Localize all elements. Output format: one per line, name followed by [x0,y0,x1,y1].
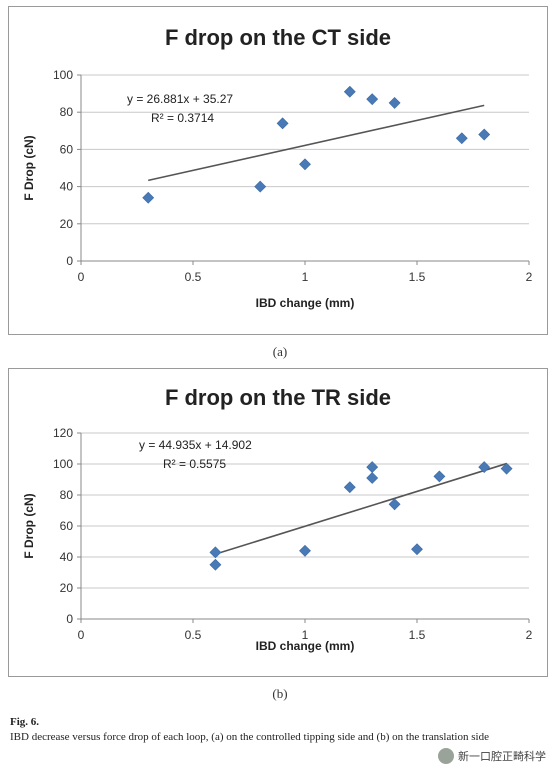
y-tick-label: 60 [60,142,74,156]
data-point [366,461,379,474]
data-point [254,180,267,193]
y-tick-label: 40 [60,180,74,194]
y-tick-label: 80 [60,105,74,119]
panel-label-b: (b) [272,686,288,701]
data-point [388,498,401,511]
chart-tr-svg: F drop on the TR side 0 20 40 60 80 100 120 0 0.5… [22,385,533,653]
data-point [209,558,222,571]
chart-ct-svg: F drop on the CT side 0 20 40 60 80 100 0 0.5 1 1.… [22,25,533,310]
y-tick-label: 100 [53,457,73,471]
y-tick-label: 20 [60,581,74,595]
watermark: 新一口腔正畸科学 [438,748,546,764]
x-tick-label: 0 [78,628,85,642]
data-point [478,461,491,474]
x-tick-label: 1.5 [409,270,426,284]
y-axis-label: F Drop (cN) [22,493,36,558]
data-point [142,191,155,204]
x-tick-label: 1.5 [409,628,426,642]
x-axis-label: IBD change (mm) [256,639,355,653]
r-squared-label: R² = 0.5575 [163,457,226,471]
y-axis-label: F Drop (cN) [22,135,36,200]
data-point [433,470,446,483]
y-tick-label: 80 [60,488,74,502]
data-point [388,96,401,109]
trendline-equation: y = 26.881x + 35.27 [127,92,233,106]
data-point [500,462,513,475]
x-tick-label: 1 [302,628,309,642]
x-tick-label: 2 [526,270,533,284]
x-tick-label: 2 [526,628,533,642]
data-point [455,132,468,145]
trendline [148,104,485,182]
data-point [343,85,356,98]
data-point [299,544,311,557]
chart-title: F drop on the CT side [165,25,391,50]
y-tick-label: 40 [60,550,74,564]
figure-caption: Fig. 6. IBD decrease versus force drop o… [10,715,550,745]
trendline-equation: y = 44.935x + 14.902 [139,438,252,452]
caption-text: IBD decrease versus force drop of each l… [10,731,489,743]
figure-label: Fig. 6. [10,716,40,728]
chart-title: F drop on the TR side [165,385,391,410]
x-axis-label: IBD change (mm) [256,296,355,310]
r-squared-label: R² = 0.3714 [151,111,214,125]
data-point [366,472,379,484]
y-tick-label: 20 [60,217,74,231]
chart-panel-ct: F drop on the CT side 0 20 40 60 80 100 0 0.5 1 1.… [8,6,548,335]
y-tick-label: 0 [66,254,73,268]
x-tick-label: 0.5 [185,270,202,284]
data-point [299,158,311,171]
data-point [343,481,356,494]
x-tick-label: 1 [302,270,309,284]
x-tick-label: 0 [78,270,85,284]
trendline [215,462,507,555]
y-tick-label: 0 [66,612,73,626]
y-tick-label: 100 [53,68,73,82]
chart-panel-tr: F drop on the TR side 0 20 40 60 80 100 120 0 0.5… [8,368,548,677]
panel-label-a: (a) [272,344,288,359]
wechat-icon [438,748,454,764]
y-tick-label: 60 [60,519,74,533]
data-point [209,546,222,559]
x-tick-label: 0.5 [185,628,202,642]
data-point [276,117,289,130]
data-point [366,93,379,106]
y-tick-label: 120 [53,426,73,440]
data-point [411,543,423,556]
watermark-text: 新一口腔正畸科学 [458,750,546,763]
data-point [478,128,491,141]
